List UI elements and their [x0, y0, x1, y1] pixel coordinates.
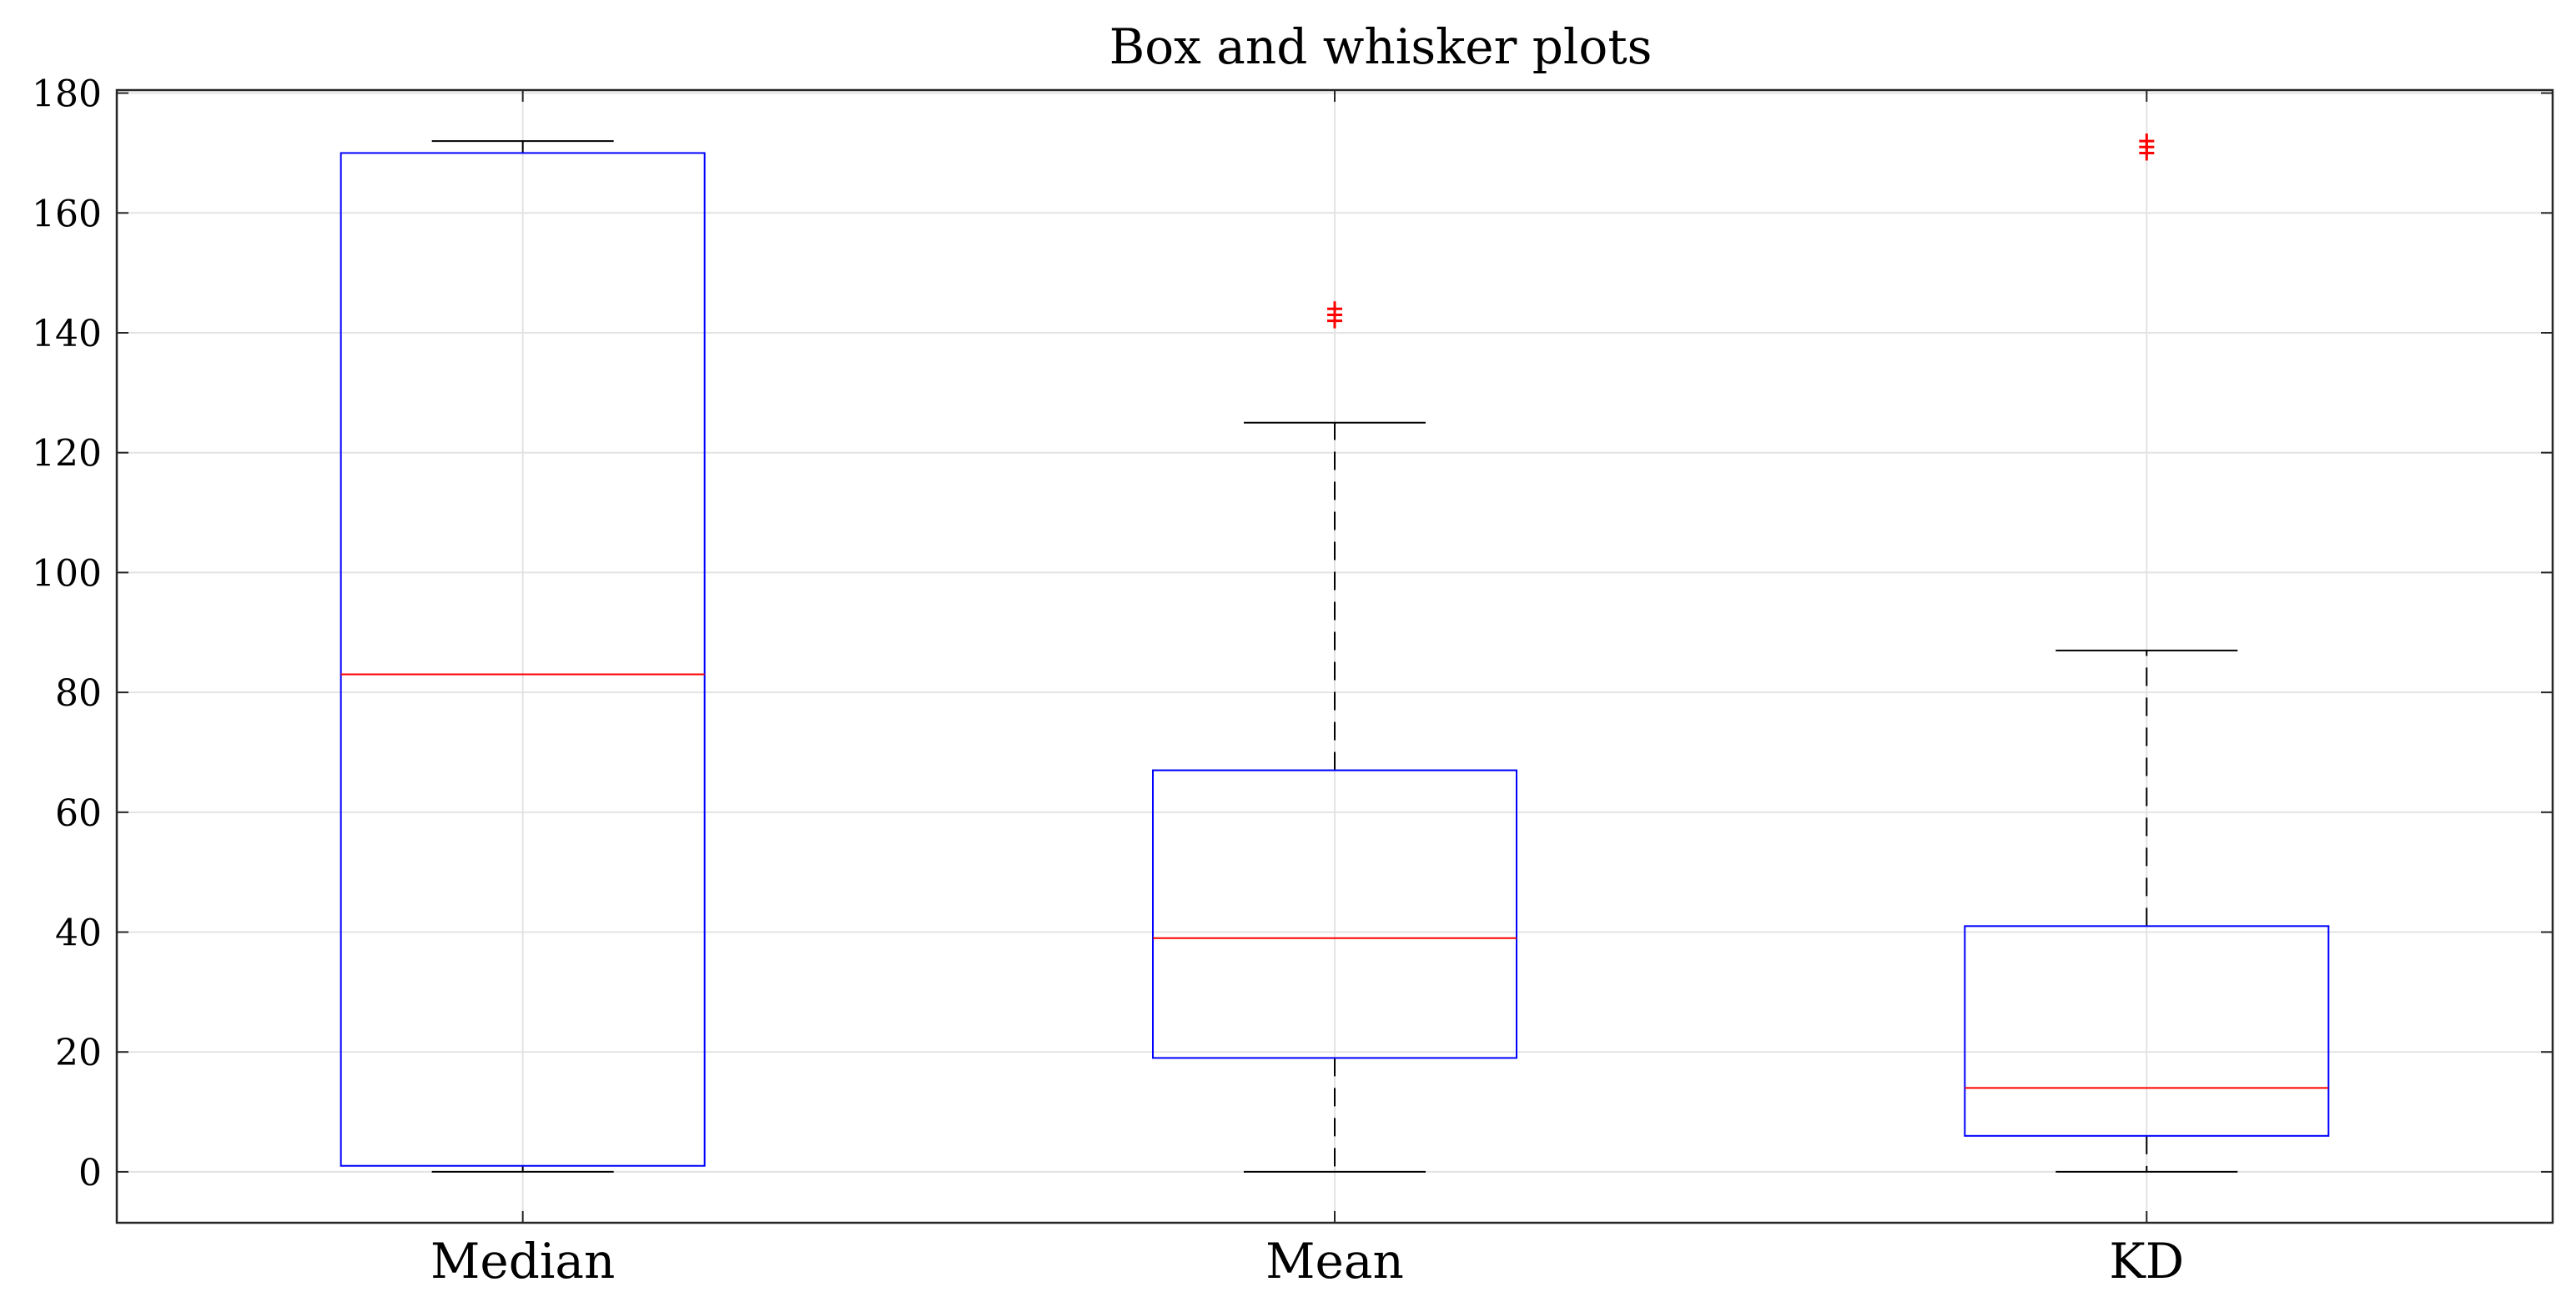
plot-area [340, 133, 2330, 1173]
box-group-kd [1964, 133, 2330, 1173]
outlier-marker [1327, 301, 1342, 317]
y-tick-label: 120 [32, 433, 102, 475]
y-tick-label: 180 [32, 73, 102, 116]
y-tick-label: 0 [78, 1152, 102, 1194]
axes [115, 88, 2554, 1224]
x-tick-label: Median [430, 1233, 615, 1289]
iqr-box [340, 152, 706, 1167]
y-tick-label: 140 [32, 313, 102, 355]
y-tick-label: 60 [55, 792, 102, 835]
outlier-marker [2139, 133, 2155, 149]
x-tick-label: KD [2109, 1233, 2184, 1289]
x-tick-label: Mean [1265, 1233, 1404, 1289]
tick-labels: 0 20 40 60 80 100 120 140 160 180 Median Mean KD [32, 73, 2184, 1289]
y-tick-label: 160 [32, 193, 102, 235]
iqr-box [1152, 769, 1517, 1059]
y-tick-label: 80 [55, 672, 102, 715]
axes-frame [115, 88, 2554, 1224]
box-group-median [340, 140, 706, 1173]
y-tick-label: 100 [32, 552, 102, 595]
chart-title: Box and whisker plots [1109, 18, 1653, 75]
y-tick-label: 40 [55, 912, 102, 955]
iqr-box [1964, 925, 2330, 1137]
box-group-mean [1152, 301, 1517, 1173]
y-tick-label: 20 [55, 1032, 102, 1074]
